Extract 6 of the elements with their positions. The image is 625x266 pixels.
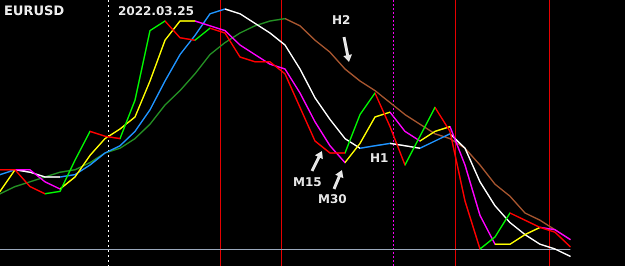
series-label: H1 (370, 151, 388, 165)
series-label: M15 (293, 175, 322, 189)
series-label: H2 (332, 13, 350, 27)
text: M30 (318, 192, 347, 206)
chart-title: EURUSD (4, 4, 64, 19)
annotation: 2022.03.25 (118, 4, 194, 18)
